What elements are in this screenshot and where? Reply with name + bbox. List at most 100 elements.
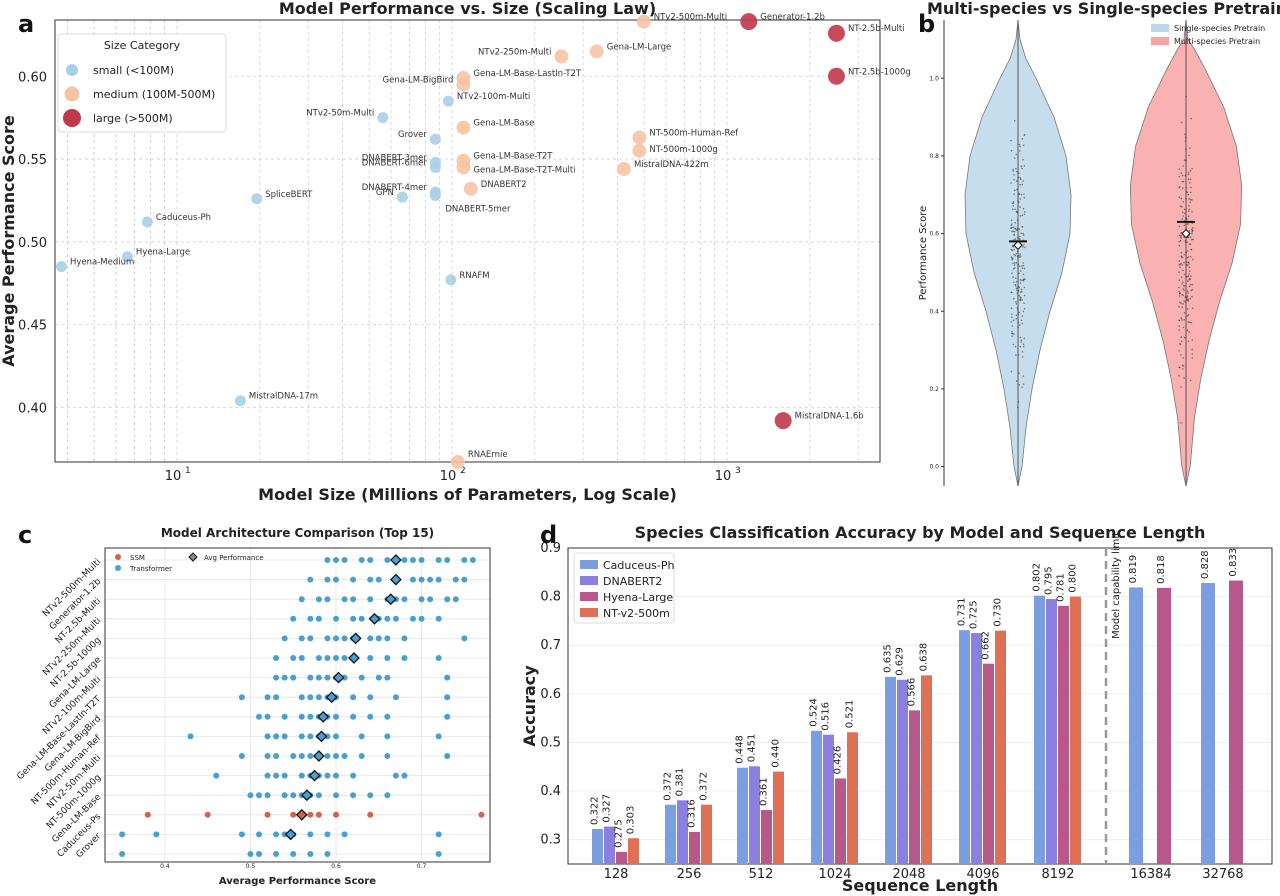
- model-point: [290, 615, 297, 622]
- jitter-point: [1012, 267, 1015, 270]
- jitter-point: [1181, 187, 1184, 189]
- point-label: DNABERT-4mer: [362, 183, 428, 193]
- model-point: [418, 615, 425, 622]
- avg-diamond: [389, 573, 402, 586]
- avg-diamond: [312, 750, 325, 762]
- jitter-point: [1021, 226, 1024, 228]
- jitter-point: [1017, 199, 1019, 202]
- avg-diamond: [295, 808, 308, 821]
- capability-limit-label: Model capability limit: [1111, 532, 1122, 639]
- model-point: [435, 733, 442, 740]
- jitter-point: [1188, 285, 1191, 288]
- scatter-point: [429, 161, 441, 173]
- jitter-point: [1182, 357, 1185, 359]
- jitter-point: [1180, 255, 1183, 258]
- jitter-point: [1014, 227, 1017, 230]
- jitter-point: [1185, 186, 1187, 189]
- x-tick-exponent: 3: [735, 466, 741, 476]
- model-point: [281, 635, 288, 642]
- jitter-point: [1187, 178, 1190, 181]
- jitter-point: [1018, 311, 1020, 314]
- model-point: [435, 831, 442, 838]
- jitter-point: [1023, 286, 1026, 289]
- jitter-point: [1018, 383, 1021, 386]
- jitter-point: [1180, 197, 1183, 200]
- jitter-point: [1178, 325, 1180, 327]
- model-point: [384, 674, 391, 681]
- jitter-point: [1190, 186, 1192, 189]
- jitter-point: [1013, 178, 1015, 181]
- model-point: [256, 792, 262, 799]
- jitter-point: [1017, 176, 1020, 179]
- legend-marker: [63, 109, 81, 127]
- model-point: [273, 733, 280, 740]
- jitter-point: [1011, 208, 1014, 211]
- jitter-point: [1188, 277, 1191, 280]
- model-point: [238, 753, 245, 759]
- jitter-point: [1188, 331, 1190, 333]
- model-point: [333, 655, 339, 661]
- jitter-point: [1013, 193, 1016, 195]
- model-point: [392, 772, 399, 779]
- jitter-point: [1021, 279, 1023, 282]
- data-label: 0.448: [735, 735, 746, 764]
- model-point: [119, 831, 126, 838]
- jitter-point: [1010, 370, 1013, 373]
- jitter-point: [1012, 168, 1014, 171]
- data-label: 0.781: [1056, 573, 1067, 602]
- y-axis-label: Average Performance Score: [0, 115, 18, 367]
- jitter-point: [1186, 329, 1189, 332]
- scatter-point: [554, 49, 569, 64]
- jitter-point: [1012, 230, 1015, 233]
- model-point: [315, 674, 322, 681]
- jitter-point: [1178, 240, 1181, 243]
- model-point: [290, 851, 297, 857]
- jitter-point: [1188, 205, 1190, 207]
- jitter-point: [1018, 254, 1020, 257]
- bar: [971, 633, 982, 864]
- jitter-point: [1010, 182, 1012, 184]
- model-point: [341, 596, 348, 603]
- jitter-point: [1022, 232, 1025, 235]
- jitter-point: [1015, 210, 1018, 213]
- avg-diamond: [317, 710, 330, 723]
- model-point: [273, 694, 280, 701]
- legend-label: Caduceus-Ph: [603, 559, 674, 572]
- jitter-point: [1017, 354, 1020, 356]
- jitter-point: [1190, 289, 1193, 292]
- y-tick-label: 0.50: [18, 236, 47, 251]
- model-point: [384, 615, 391, 622]
- bar: [616, 851, 627, 864]
- model-point: [350, 596, 357, 603]
- model-point: [119, 851, 126, 857]
- jitter-point: [1186, 218, 1188, 220]
- data-label: 0.361: [759, 777, 770, 806]
- jitter-point: [1019, 198, 1022, 200]
- model-point: [435, 576, 442, 583]
- jitter-point: [1017, 236, 1019, 239]
- jitter-point: [1022, 280, 1025, 282]
- jitter-point: [1183, 273, 1186, 276]
- jitter-point: [1183, 311, 1186, 314]
- jitter-point: [1183, 236, 1185, 238]
- model-point: [444, 753, 451, 759]
- jitter-point: [1186, 250, 1189, 252]
- point-label: RNAErnie: [468, 450, 508, 460]
- jitter-point: [1017, 289, 1020, 292]
- jitter-point: [1182, 180, 1185, 183]
- jitter-point: [1019, 255, 1022, 257]
- jitter-point: [1022, 158, 1024, 161]
- model-point: [375, 674, 382, 681]
- model-point: [427, 596, 434, 603]
- data-label: 0.316: [687, 799, 698, 828]
- model-point: [333, 811, 339, 818]
- bar: [983, 663, 994, 864]
- jitter-point: [1015, 280, 1018, 283]
- jitter-point: [1189, 191, 1192, 194]
- scatter-point: [827, 67, 845, 85]
- data-label: 0.521: [845, 700, 856, 729]
- jitter-point: [1181, 256, 1184, 259]
- jitter-point: [1183, 224, 1186, 227]
- model-point: [367, 713, 374, 720]
- bar: [1046, 599, 1057, 864]
